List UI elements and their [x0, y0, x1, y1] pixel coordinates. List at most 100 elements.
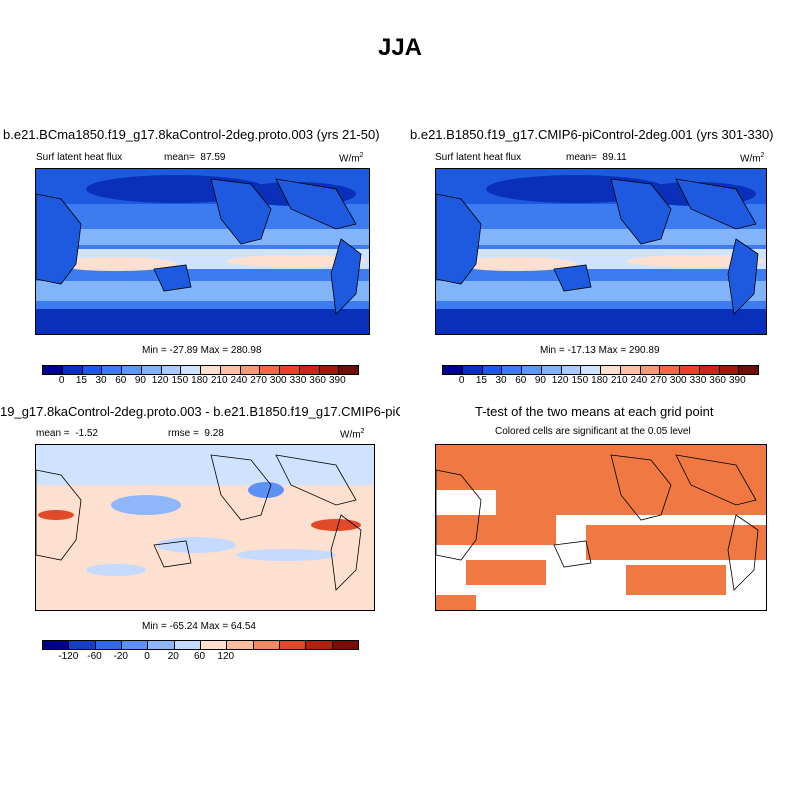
- figure-title: JJA: [377, 34, 423, 61]
- colorbar-tick-label: 180: [191, 375, 208, 386]
- panel3-colorbar-ticks: -120 -60 -20 0 20 60 120: [42, 651, 357, 665]
- panel3-minmax: Min = -65.24 Max = 64.54: [142, 621, 256, 632]
- colorbar-swatch: [332, 641, 358, 649]
- colorbar-swatch: [561, 366, 582, 374]
- colorbar-swatch: [69, 641, 96, 649]
- colorbar-swatch: [620, 366, 641, 374]
- colorbar-swatch: [581, 366, 601, 374]
- colorbar-tick-label: 60: [115, 375, 127, 386]
- panel2-map: [435, 168, 767, 335]
- panel1-map: [35, 168, 370, 335]
- panel3-mean: mean = -1.52: [36, 428, 98, 439]
- colorbar-tick-label: 270: [650, 375, 667, 386]
- panel1-colorbar: [42, 365, 359, 375]
- colorbar-tick-label: 390: [328, 375, 346, 386]
- colorbar-swatch: [200, 641, 228, 649]
- colorbar-swatch: [502, 366, 522, 374]
- panel1-colorbar-ticks: 0 15 30 60 90 120 150 180 210 240 270 300 330 360 390: [42, 375, 357, 389]
- panel2-colorbar-ticks: 0 15 30 60 90 120 150 180 210 240 270 300 330 360 390: [442, 375, 757, 389]
- colorbar-swatch: [640, 366, 661, 374]
- colorbar-swatch: [240, 366, 261, 374]
- panel3-map-field: [36, 445, 374, 610]
- colorbar-tick-label: 30: [95, 375, 107, 386]
- panel1-units: W/m2: [339, 152, 364, 165]
- panel2-mean: mean= 89.11: [566, 152, 627, 163]
- colorbar-swatch: [253, 641, 280, 649]
- colorbar-swatch: [95, 641, 122, 649]
- colorbar-swatch: [601, 366, 621, 374]
- colorbar-tick-label: 90: [134, 375, 146, 386]
- colorbar-tick-label: 30: [495, 375, 507, 386]
- panel2-map-field: [436, 169, 766, 334]
- panel3-rmse: rmse = 9.28: [168, 428, 224, 439]
- colorbar-tick-label: -20: [113, 651, 128, 662]
- colorbar-tick-label: 360: [709, 375, 726, 386]
- colorbar-tick-label: 300: [669, 375, 687, 386]
- colorbar-tick-label: 60: [193, 651, 206, 662]
- colorbar-tick-label: 330: [689, 375, 707, 386]
- colorbar-swatch: [522, 366, 542, 374]
- panel3-colorbar: [42, 640, 359, 650]
- colorbar-swatch: [660, 366, 680, 374]
- panel2-minmax: Min = -17.13 Max = 290.89: [540, 345, 660, 356]
- colorbar-swatch: [739, 366, 758, 374]
- colorbar-tick-label: 240: [230, 375, 248, 386]
- colorbar-tick-label: 240: [630, 375, 648, 386]
- panel1-variable: Surf latent heat flux: [36, 152, 123, 163]
- colorbar-swatch: [299, 366, 320, 374]
- colorbar-tick-label: 120: [151, 375, 169, 386]
- colorbar-tick-label: 390: [728, 375, 746, 386]
- colorbar-swatch: [462, 366, 483, 374]
- colorbar-swatch: [82, 366, 103, 374]
- colorbar-swatch: [62, 366, 83, 374]
- colorbar-swatch: [280, 366, 300, 374]
- colorbar-swatch: [279, 641, 307, 649]
- colorbar-tick-label: 0: [58, 375, 65, 386]
- colorbar-tick-label: 15: [475, 375, 487, 386]
- panel2-colorbar: [442, 365, 759, 375]
- colorbar-swatch: [339, 366, 358, 374]
- panel4-subtitle: Colored cells are significant at the 0.0…: [495, 426, 691, 437]
- colorbar-tick-label: -120: [58, 651, 79, 662]
- colorbar-swatch: [122, 366, 142, 374]
- colorbar-swatch: [680, 366, 700, 374]
- colorbar-tick-label: 210: [610, 375, 628, 386]
- colorbar-tick-label: 15: [75, 375, 87, 386]
- colorbar-tick-label: 270: [250, 375, 267, 386]
- colorbar-tick-label: 60: [515, 375, 527, 386]
- panel2-units: W/m2: [740, 152, 765, 165]
- panel2-variable: Surf latent heat flux: [435, 152, 522, 163]
- colorbar-swatch: [319, 366, 340, 374]
- panel1-mean: mean= 87.59: [164, 152, 226, 163]
- panel2-title: b.e21.B1850.f19_g17.CMIP6-piControl-2deg…: [410, 127, 774, 142]
- colorbar-swatch: [201, 366, 221, 374]
- colorbar-tick-label: 20: [167, 651, 179, 662]
- colorbar-swatch: [306, 641, 333, 649]
- colorbar-swatch: [161, 366, 182, 374]
- colorbar-tick-label: 0: [458, 375, 465, 386]
- colorbar-swatch: [699, 366, 720, 374]
- colorbar-swatch: [227, 641, 254, 649]
- colorbar-tick-label: 150: [171, 375, 189, 386]
- colorbar-tick-label: 90: [534, 375, 546, 386]
- colorbar-tick-label: 0: [144, 651, 150, 662]
- colorbar-swatch: [174, 641, 201, 649]
- colorbar-tick-label: 120: [217, 651, 235, 662]
- colorbar-swatch: [482, 366, 503, 374]
- colorbar-swatch: [220, 366, 241, 374]
- panel3-units: W/m2: [340, 428, 365, 441]
- panel1-title: b.e21.BCma1850.f19_g17.8kaControl-2deg.p…: [3, 127, 380, 142]
- colorbar-tick-label: 210: [210, 375, 228, 386]
- colorbar-tick-label: 120: [551, 375, 569, 386]
- colorbar-swatch: [148, 641, 175, 649]
- colorbar-tick-label: 180: [591, 375, 608, 386]
- colorbar-tick-label: 330: [289, 375, 307, 386]
- colorbar-tick-label: 150: [571, 375, 589, 386]
- colorbar-swatch: [43, 641, 70, 649]
- colorbar-swatch: [102, 366, 122, 374]
- panel4-map: [435, 444, 767, 611]
- panel1-minmax: Min = -27.89 Max = 280.98: [142, 345, 262, 356]
- panel3-map: [35, 444, 375, 611]
- colorbar-swatch: [181, 366, 201, 374]
- panel4-title: T-test of the two means at each grid poi…: [475, 404, 714, 419]
